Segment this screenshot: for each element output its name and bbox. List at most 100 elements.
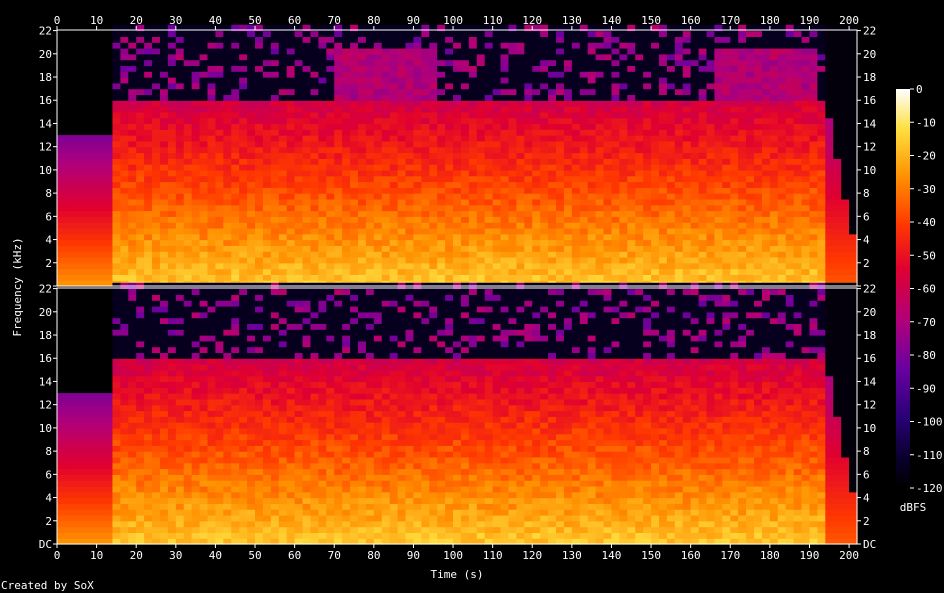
x-tick-label-top: 170 [720, 14, 740, 27]
x-tick-label-bottom: 60 [288, 549, 301, 562]
y-tick-label-left: 20 [39, 306, 52, 319]
colorbar-tick-label: 0 [916, 83, 923, 96]
x-tick-label-bottom: 40 [209, 549, 222, 562]
x-tick-label-top: 30 [169, 14, 182, 27]
colorbar-tick-label: -50 [916, 249, 936, 262]
x-tick-label-top: 40 [209, 14, 222, 27]
spectrogram-channel-2 [57, 282, 858, 545]
x-tick-label-top: 100 [443, 14, 463, 27]
x-tick-label-top: 90 [407, 14, 420, 27]
x-tick-label-top: 10 [90, 14, 103, 27]
y-tick-label-left: 8 [45, 445, 52, 458]
x-tick-label-top: 80 [367, 14, 380, 27]
y-tick-label-left: 12 [39, 141, 52, 154]
x-tick-label-top: 20 [130, 14, 143, 27]
x-tick-label-top: 0 [54, 14, 61, 27]
y-tick-label-right: 6 [863, 468, 870, 481]
y-tick-label-right: 4 [863, 492, 870, 505]
x-tick-label-top: 160 [681, 14, 701, 27]
x-tick-label-bottom: 140 [602, 549, 622, 562]
x-tick-label-bottom: 170 [720, 549, 740, 562]
y-tick-label-right: 2 [863, 257, 870, 270]
y-tick-label-right: 18 [863, 71, 876, 84]
x-tick-label-bottom: 150 [641, 549, 661, 562]
y-tick-label-right: 14 [863, 117, 877, 130]
x-tick-label-bottom: 30 [169, 549, 182, 562]
y-tick-label-left: 16 [39, 352, 52, 365]
y-tick-label-left: DC [39, 538, 52, 551]
colorbar-label: dBFS [900, 501, 927, 514]
y-tick-label-right: 14 [863, 375, 877, 388]
y-tick-label-right: 12 [863, 141, 876, 154]
colorbar-tick-label: -60 [916, 283, 936, 296]
colorbar-tick-label: -10 [916, 116, 936, 129]
x-tick-label-bottom: 10 [90, 549, 103, 562]
x-tick-label-top: 120 [522, 14, 542, 27]
footer-credit: Created by SoX [1, 579, 94, 592]
x-tick-label-bottom: 100 [443, 549, 463, 562]
x-axis-top: 0 10 20 30 40 50 60 70 80 90 100 110 120 130 140 150 160… [54, 14, 859, 30]
x-tick-label-bottom: 20 [130, 549, 143, 562]
y-tick-label-left: 6 [45, 210, 52, 223]
colorbar-tick-label: -120 [916, 482, 943, 495]
x-tick-label-bottom: 190 [800, 549, 820, 562]
y-tick-label-left: 10 [39, 422, 52, 435]
y-tick-label-left: 22 [39, 25, 52, 38]
colorbar-tick-label: -40 [916, 216, 936, 229]
x-tick-label-top: 110 [483, 14, 503, 27]
x-tick-label-bottom: 90 [407, 549, 420, 562]
y-tick-label-right: 20 [863, 48, 876, 61]
x-tick-label-bottom: 160 [681, 549, 701, 562]
colorbar-tick-label: -90 [916, 382, 936, 395]
y-tick-label-right: 22 [863, 25, 876, 38]
colorbar-tick-label: -20 [916, 150, 936, 163]
y-tick-label-left: 6 [45, 468, 52, 481]
colorbar [896, 89, 910, 488]
spectrogram-channel-1 [57, 24, 858, 287]
x-tick-label-bottom: 200 [839, 549, 859, 562]
y-tick-label-right: 10 [863, 422, 876, 435]
y-tick-label-left: 4 [45, 234, 52, 247]
y-tick-label-left: 4 [45, 492, 52, 505]
x-tick-label-bottom: 180 [760, 549, 780, 562]
y-tick-label-right: 6 [863, 210, 870, 223]
x-tick-label-bottom: 80 [367, 549, 380, 562]
y-tick-label-right: 4 [863, 234, 870, 247]
colorbar-tick-label: -110 [916, 449, 943, 462]
y-tick-label-right: 2 [863, 515, 870, 528]
y-tick-label-right: 8 [863, 187, 870, 200]
x-tick-label-top: 50 [248, 14, 261, 27]
y-tick-label-right: 12 [863, 399, 876, 412]
colorbar-tick-label: -80 [916, 349, 936, 362]
y-tick-label-left: 22 [39, 283, 52, 296]
x-tick-label-bottom: 110 [483, 549, 503, 562]
y-tick-label-left: 12 [39, 399, 52, 412]
y-tick-label-right: 22 [863, 283, 876, 296]
y-tick-label-left: 20 [39, 48, 52, 61]
y-axis-label: Frequency (kHz) [11, 237, 24, 336]
colorbar-tick-label: -30 [916, 183, 936, 196]
x-tick-label-top: 150 [641, 14, 661, 27]
y-tick-label-right: 10 [863, 164, 876, 177]
y-tick-label-right: 8 [863, 445, 870, 458]
x-tick-label-top: 70 [328, 14, 341, 27]
x-tick-label-bottom: 50 [248, 549, 261, 562]
y-tick-label-right: 16 [863, 94, 876, 107]
y-tick-label-right: 18 [863, 329, 876, 342]
x-tick-label-top: 140 [602, 14, 622, 27]
x-tick-label-top: 180 [760, 14, 780, 27]
x-tick-label-bottom: 130 [562, 549, 582, 562]
x-axis-bottom: 0 10 20 30 40 50 60 70 80 90 100 110 120 130 140 150 160… [54, 544, 859, 562]
x-tick-label-bottom: 120 [522, 549, 542, 562]
y-tick-label-left: 18 [39, 71, 52, 84]
y-tick-label-left: 2 [45, 515, 52, 528]
y-tick-label-right: 16 [863, 352, 876, 365]
plot-frame-2 [56, 287, 858, 545]
x-tick-label-top: 60 [288, 14, 301, 27]
colorbar-ticks: 0 -10 -20 -30 -40 -50 -60 -70 -80 -90 -100 -110 -120 [910, 83, 943, 495]
plot-frame-1 [56, 29, 858, 287]
y-tick-label-left: 14 [39, 117, 53, 130]
x-tick-label-bottom: 70 [328, 549, 341, 562]
